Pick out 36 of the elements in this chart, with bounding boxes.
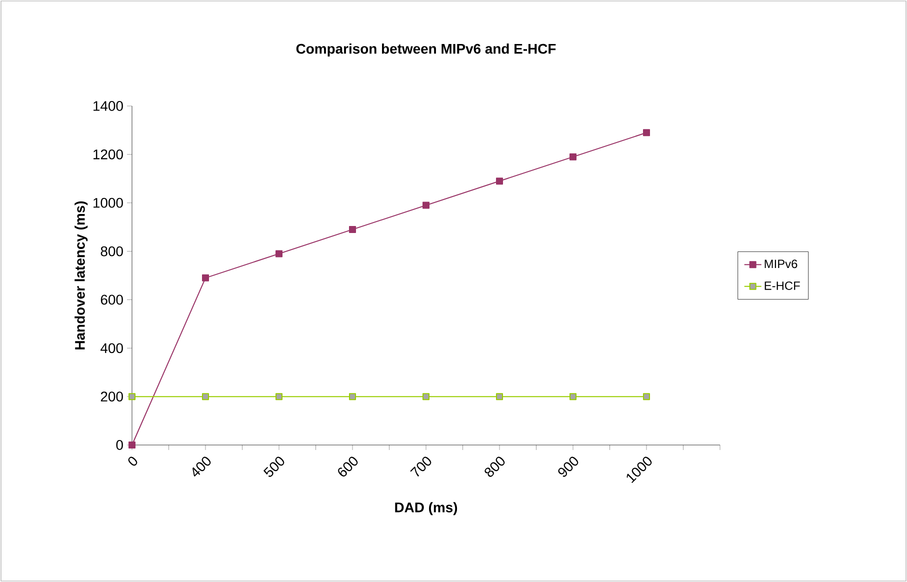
y-tick-label: 1400 (94, 101, 123, 111)
point (202, 274, 209, 282)
legend-label: E-HCF (764, 281, 800, 290)
y-tick-label: 200 (100, 392, 123, 402)
point (496, 393, 503, 400)
y-tick-label: 800 (100, 246, 123, 256)
point (349, 393, 356, 400)
y-tick-label: 0 (116, 440, 123, 450)
x-tick-label: 900 (558, 456, 578, 477)
y-tick-label: 1000 (94, 198, 123, 208)
y-axis-title: Handover latency (ms) (74, 201, 88, 350)
point (128, 442, 136, 448)
x-tick-label: 600 (338, 456, 358, 476)
point (570, 153, 576, 160)
x-tick-label: 800 (484, 456, 505, 477)
point (643, 393, 650, 400)
point (496, 178, 503, 185)
y-tick-label: 1200 (94, 149, 123, 160)
x-tick-label: 400 (192, 456, 211, 477)
chart-title: Comparison between MIPv6 and E-HCF (296, 43, 556, 56)
y-tick-label: 600 (100, 294, 123, 305)
x-tick-label: 700 (410, 456, 432, 477)
legend-label: MIPv6 (764, 260, 798, 268)
point (422, 393, 430, 400)
point (422, 202, 430, 209)
point (643, 129, 650, 136)
point (276, 250, 282, 258)
x-tick-label: 500 (263, 456, 284, 477)
point (276, 393, 282, 400)
point (570, 393, 576, 400)
point (202, 393, 209, 400)
point (128, 393, 136, 400)
x-axis-title: DAD (ms) (395, 502, 458, 516)
point (349, 226, 356, 233)
x-tick-label: 0 (128, 456, 138, 466)
y-tick-label: 400 (100, 343, 123, 354)
